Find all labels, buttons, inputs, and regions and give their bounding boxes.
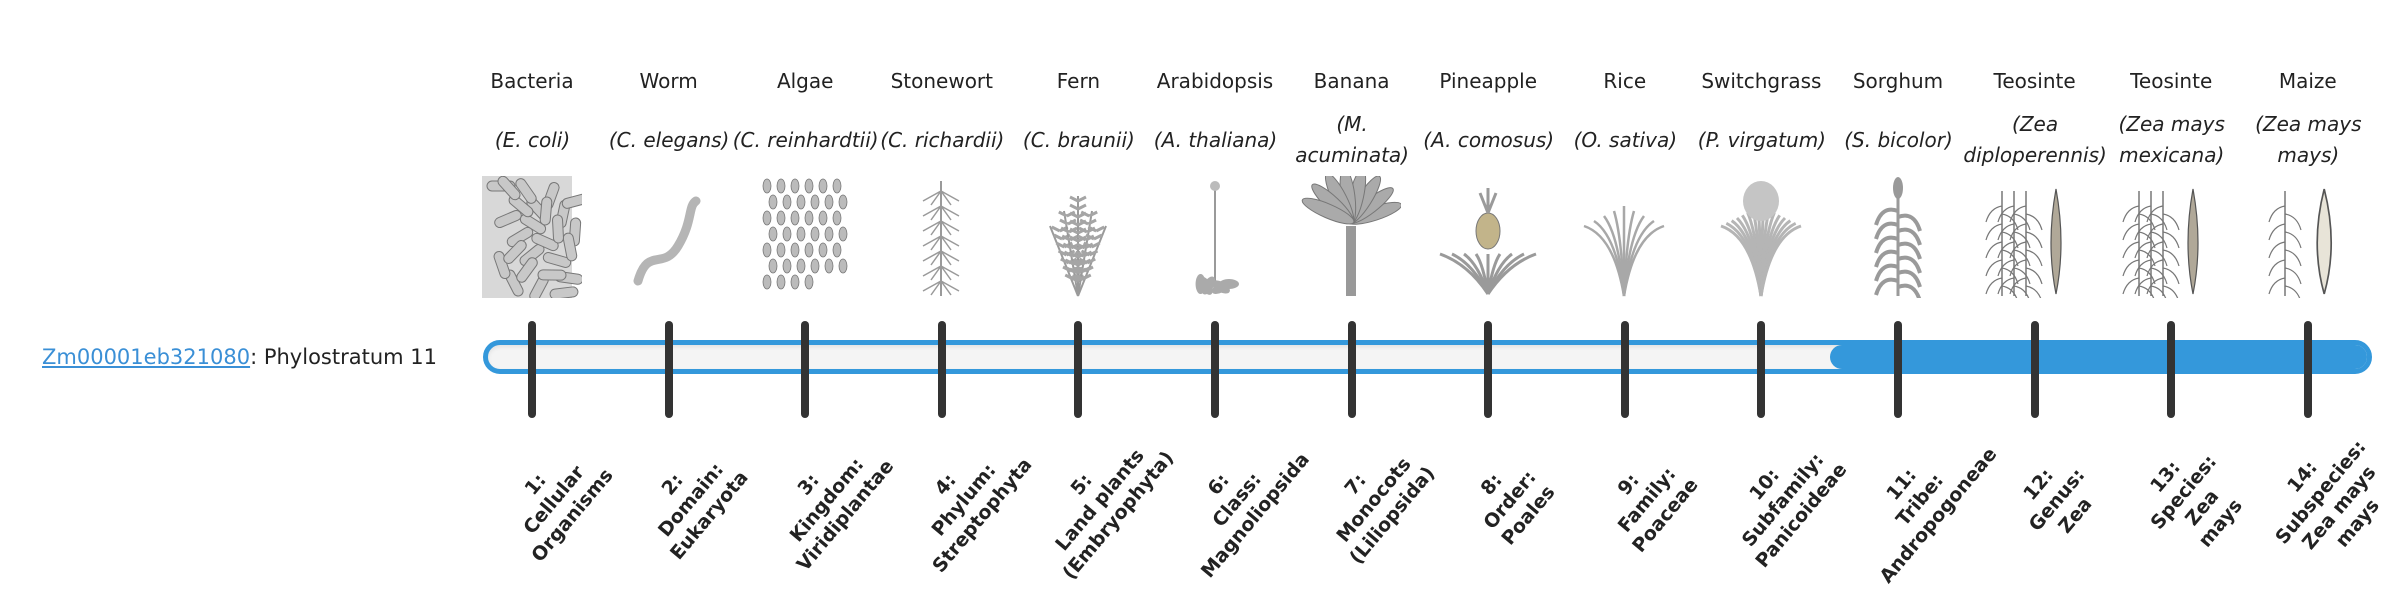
phylostratum-tick [2303, 321, 2312, 418]
species-scientific-name: (C. richardii) [867, 108, 1017, 172]
species-common-name: Pineapple [1439, 69, 1538, 93]
phylostratum-tick [801, 321, 810, 418]
scientific-name-text: (C. braunii) [1022, 127, 1135, 152]
gene-id-link[interactable]: Zm00001eb321080 [42, 345, 251, 369]
phylostratum-tick [2167, 321, 2176, 418]
phylostratum-label: 5: Land plants (Embryophyta) [1018, 412, 1182, 589]
banana-plant-icon [1301, 167, 1403, 298]
phylostratum-label: 12: Genus: Zea [1974, 412, 2138, 589]
species-common-name: Fern [1056, 69, 1101, 93]
grass-icon [1574, 176, 1674, 298]
scientific-name-text: (Zea mays mexicana) [2118, 112, 2225, 167]
algae-cells-icon [755, 176, 855, 298]
phylostratum-tick [937, 321, 946, 418]
scientific-name-text: (E. coli) [494, 127, 571, 152]
worm-icon [618, 176, 718, 298]
species-common-name: Worm [639, 69, 698, 93]
phylostratum-tick [528, 321, 536, 418]
species-common-name: Teosinte [1993, 69, 2076, 93]
phylostratum-label: 3: Kingdom: Viridiplantae [745, 412, 909, 589]
species-common-name: Bacteria [490, 69, 574, 93]
species-common-name: Rice [1603, 69, 1647, 93]
species-scientific-name: (Zea mays mays) [2233, 108, 2383, 172]
fern-icon [1028, 176, 1128, 298]
phylostratum-label: 14: Subspecies: Zea mays mays [2238, 404, 2400, 596]
phylostratum-tick [1074, 321, 1083, 418]
species-scientific-name: (P. virgatum) [1687, 108, 1837, 172]
gene-phylostratum-label: Zm00001eb321080: Phylostratum 11 [42, 342, 437, 372]
phylostratum-tick [2030, 321, 2039, 418]
phylostratum-label: 4: Phylum: Streptophyta [882, 412, 1046, 589]
species-scientific-name: (S. bicolor) [1824, 108, 1974, 172]
species-common-name: Stonewort [890, 69, 993, 93]
separator: : [250, 345, 264, 369]
scientific-name-text: (C. reinhardtii) [732, 127, 879, 152]
species-common-name: Sorghum [1852, 69, 1944, 93]
species-scientific-name: (E. coli) [458, 108, 608, 172]
rosette-plant-icon [1165, 176, 1265, 298]
bushy-grass-icon [1711, 176, 1811, 298]
species-scientific-name: (C. reinhardtii) [731, 108, 881, 172]
phylostratum-label: 9: Family: Poaceae [1565, 412, 1729, 589]
phylostratum-label: 1: Cellular Organisms [472, 412, 636, 589]
scientific-name-text: (A. thaliana) [1153, 127, 1278, 152]
phylostratum-label: 8: Order: Poales [1428, 412, 1592, 589]
phylostratum-tick [664, 321, 673, 418]
teosinte-icon [1984, 176, 2084, 303]
scientific-name-text: (O. sativa) [1573, 127, 1677, 152]
phylostratum-label: 6: Class: Magnoliopsida [1155, 412, 1319, 589]
bacteria-rods-icon [481, 175, 590, 302]
maize-icon [2257, 176, 2357, 303]
phylostratum-tick [1894, 321, 1902, 418]
phylostratum-label: 7: Monocots (Liliopsida) [1291, 412, 1455, 589]
species-common-name: Switchgrass [1701, 69, 1822, 93]
phylostratum-tick [1347, 321, 1356, 418]
scientific-name-text: (C. elegans) [608, 127, 730, 152]
species-scientific-name: (Zea diploperennis) [1960, 108, 2110, 172]
scientific-name-text: (C. richardii) [880, 127, 1005, 152]
phylostratum-label: 10: Subfamily: Panicoideae [1701, 412, 1865, 589]
species-scientific-name: (O. sativa) [1550, 108, 1700, 172]
scientific-name-text: (S. bicolor) [1844, 127, 1953, 152]
phylostratum-bar-fill [1829, 345, 2367, 369]
phylostratum-label: 2: Domain: Eukaryota [608, 412, 772, 589]
scientific-name-text: (P. virgatum) [1697, 127, 1826, 152]
species-common-name: Banana [1313, 69, 1390, 93]
phylostratum-tick [1484, 321, 1493, 418]
species-scientific-name: (C. braunii) [1004, 108, 1154, 172]
phylostratum-label: 11: Tribe: Andropogoneae [1838, 412, 2002, 589]
scientific-name-text: (Zea mays mays) [2255, 112, 2362, 167]
phylostratum-tick [1757, 321, 1766, 418]
scientific-name-text: (Zea diploperennis) [1963, 112, 2107, 167]
sorghum-icon [1848, 176, 1948, 302]
scientific-name-text: (A. comosus) [1423, 127, 1555, 152]
phylostratum-tick [1620, 321, 1629, 418]
species-common-name: Arabidopsis [1156, 69, 1274, 93]
species-scientific-name: (M. acuminata) [1277, 108, 1427, 172]
phylostratum-tick [1211, 321, 1219, 418]
species-scientific-name: (C. elegans) [594, 108, 744, 172]
teosinte-icon [2121, 176, 2221, 303]
phylostratum-bar [483, 340, 2372, 374]
species-scientific-name: (Zea mays mexicana) [2097, 108, 2247, 172]
phylostratum-label: 13: Species: Zea mays [2102, 404, 2285, 596]
species-common-name: Algae [776, 69, 834, 93]
pineapple-icon [1438, 176, 1538, 298]
phylostratum-text: Phylostratum 11 [263, 345, 437, 369]
scientific-name-text: (M. acuminata) [1295, 112, 1409, 167]
species-common-name: Maize [2278, 69, 2337, 93]
species-common-name: Teosinte [2130, 69, 2213, 93]
species-scientific-name: (A. thaliana) [1141, 108, 1291, 172]
stonewort-icon [891, 176, 991, 298]
species-scientific-name: (A. comosus) [1414, 108, 1564, 172]
